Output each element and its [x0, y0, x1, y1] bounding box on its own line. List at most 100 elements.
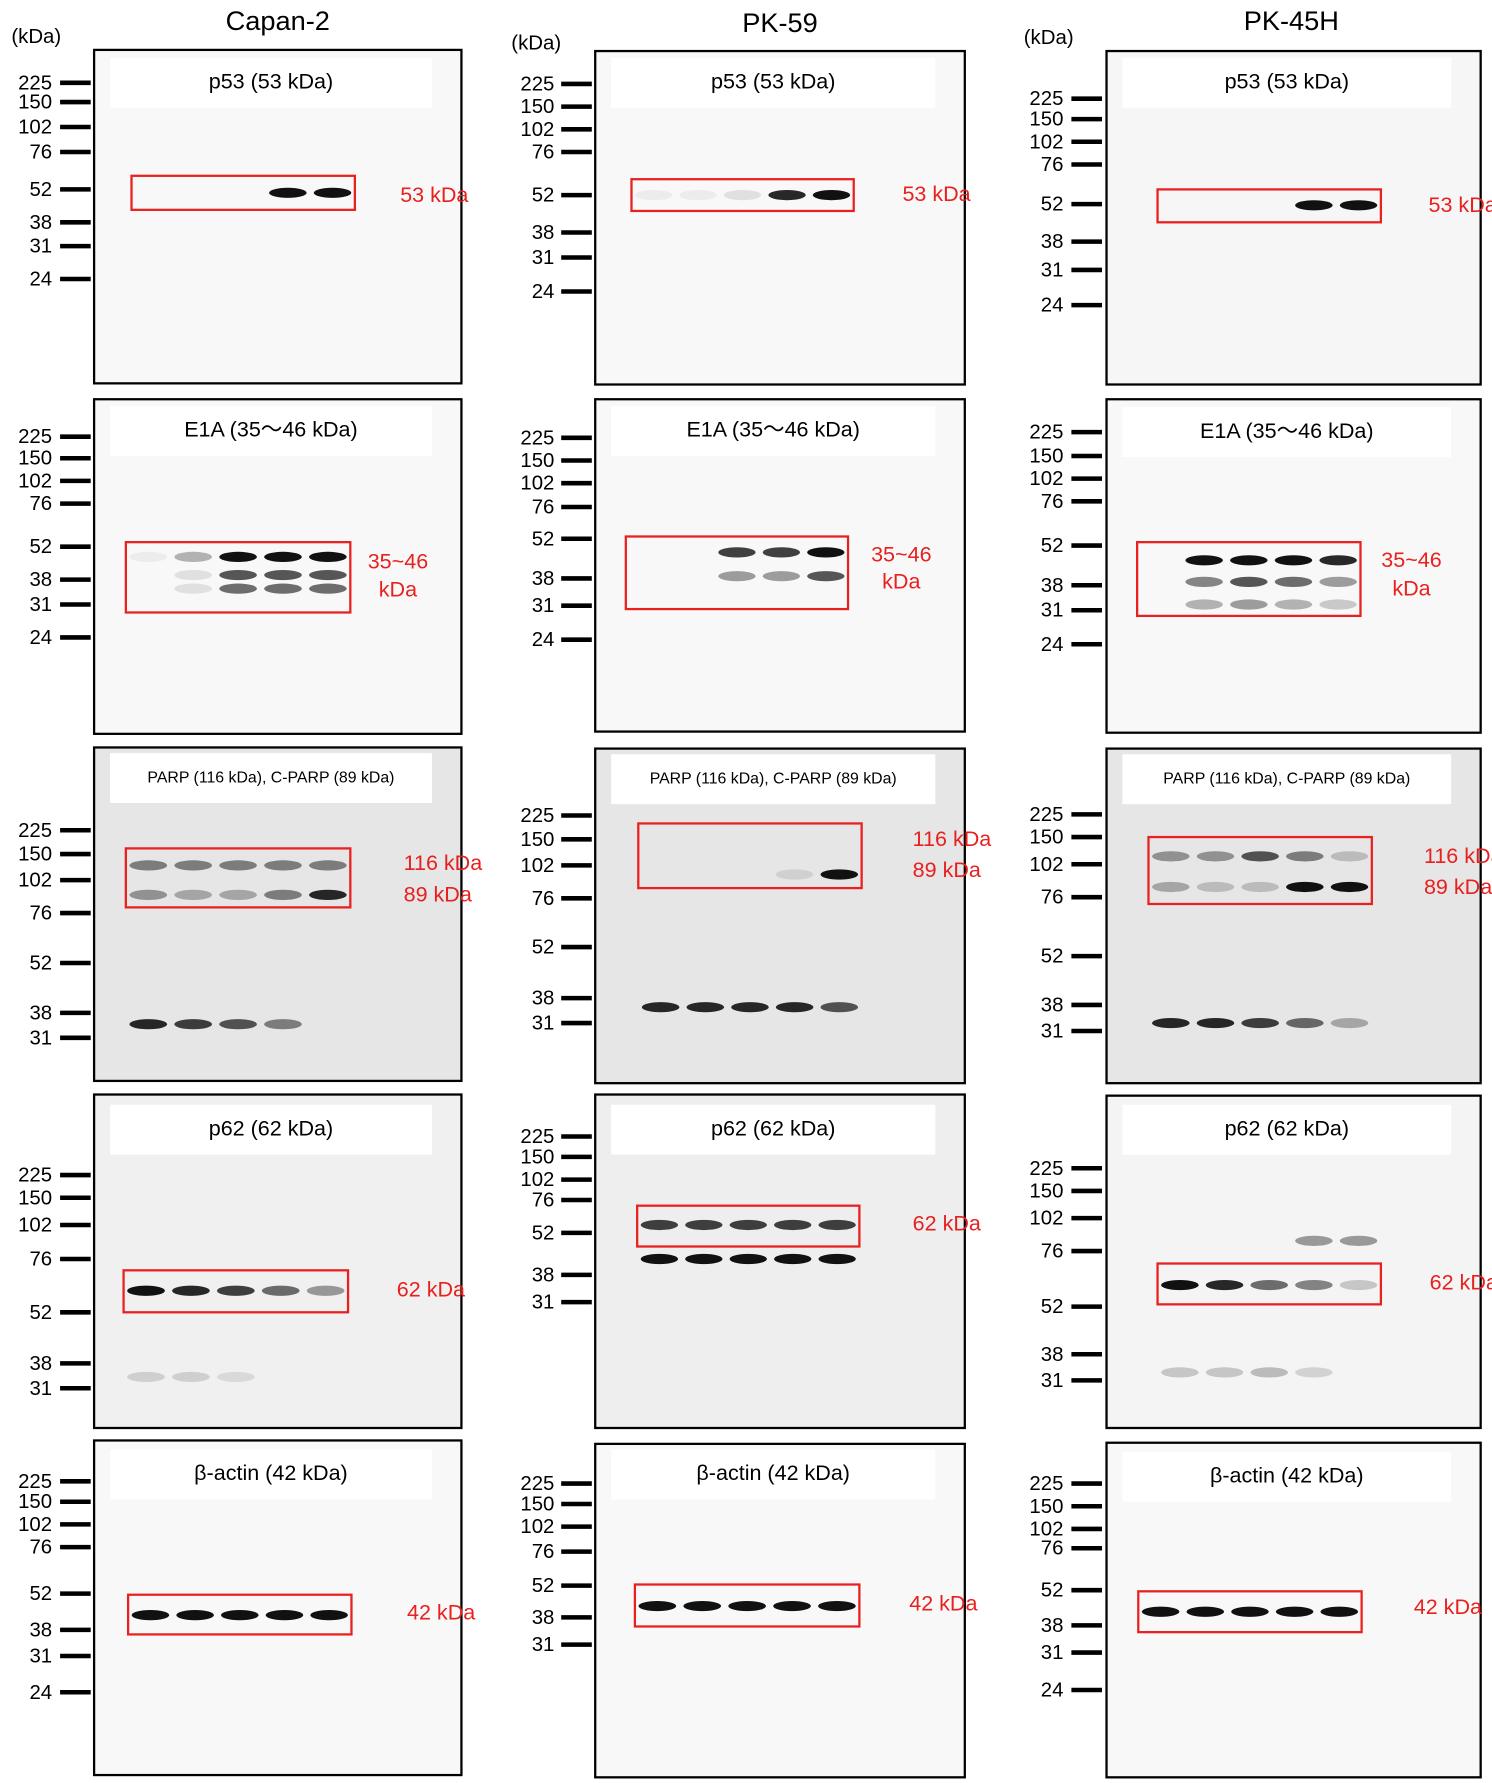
band	[641, 1254, 678, 1264]
annotation: 116 kDa	[913, 827, 992, 851]
band	[219, 1019, 257, 1029]
marker-label: 24	[532, 281, 555, 303]
marker-label: 150	[18, 844, 52, 866]
band	[1142, 1607, 1180, 1617]
band	[685, 1254, 722, 1264]
marker-label: 225	[520, 73, 554, 95]
band	[262, 1286, 300, 1296]
band	[679, 190, 716, 200]
band	[776, 869, 814, 879]
band	[1331, 851, 1369, 861]
band	[217, 1286, 255, 1296]
marker-label: 38	[532, 988, 555, 1010]
blot-panel: E1A (35～46 kDa)225150102765238312435~46k…	[1029, 399, 1480, 732]
band	[768, 190, 805, 200]
panel-title: p62 (62 kDa)	[1225, 1116, 1349, 1140]
band	[264, 1019, 302, 1029]
unit-label: (kDa)	[1024, 27, 1074, 49]
band	[1340, 200, 1378, 210]
marker-label: 38	[29, 1619, 52, 1641]
marker-label: 31	[29, 1645, 52, 1667]
blot-panel: β-actin (42 kDa)225150102765238312442 kD…	[18, 1440, 475, 1775]
band	[1152, 882, 1190, 892]
panel-title: p62 (62 kDa)	[209, 1116, 333, 1140]
band	[219, 584, 257, 594]
marker-label: 31	[29, 594, 52, 616]
band	[642, 1002, 680, 1012]
band	[1250, 1367, 1288, 1377]
marker-label: 102	[520, 855, 554, 877]
band	[309, 860, 347, 870]
band	[176, 1610, 214, 1620]
band	[685, 1220, 722, 1230]
annotation: 42 kDa	[407, 1601, 475, 1625]
band	[1230, 599, 1268, 609]
annotation: 62 kDa	[913, 1212, 981, 1236]
marker-label: 102	[18, 870, 52, 892]
marker-label: 76	[29, 1249, 52, 1271]
annotation: 89 kDa	[404, 883, 472, 907]
marker-label: 225	[18, 1471, 52, 1493]
marker-label: 31	[1041, 1642, 1064, 1664]
band	[1206, 1367, 1244, 1377]
band	[1295, 1367, 1333, 1377]
marker-label: 52	[1041, 1296, 1064, 1318]
marker-label: 225	[1029, 1158, 1063, 1180]
band	[1161, 1280, 1199, 1290]
marker-label: 102	[520, 473, 554, 495]
band	[1276, 1607, 1314, 1617]
marker-label: 225	[520, 1126, 554, 1148]
band	[1275, 599, 1313, 609]
marker-label: 52	[532, 937, 555, 959]
band	[127, 1286, 165, 1296]
annotation: 62 kDa	[1430, 1271, 1492, 1295]
band	[174, 860, 212, 870]
marker-label: 102	[520, 1516, 554, 1538]
band	[724, 190, 761, 200]
marker-label: 31	[29, 1378, 52, 1400]
panel-title: p53 (53 kDa)	[209, 69, 333, 93]
marker-label: 24	[1041, 295, 1064, 317]
band	[174, 552, 212, 562]
band	[1187, 1607, 1225, 1617]
marker-label: 150	[1029, 1496, 1063, 1518]
annotation: 42 kDa	[1414, 1595, 1482, 1619]
band	[635, 190, 672, 200]
band	[129, 552, 167, 562]
band	[1230, 555, 1268, 565]
band	[264, 584, 302, 594]
band	[307, 1286, 345, 1296]
band	[1241, 1018, 1279, 1028]
marker-label: 76	[29, 1537, 52, 1559]
marker-label: 52	[1041, 194, 1064, 216]
panel-title: E1A (35～46 kDa)	[1200, 419, 1374, 443]
marker-label: 52	[29, 179, 52, 201]
panel-title: PARP (116 kDa), C-PARP (89 kDa)	[1163, 770, 1410, 787]
band	[718, 571, 755, 581]
band	[1161, 1367, 1199, 1377]
marker-label: 225	[1029, 1473, 1063, 1495]
band	[219, 570, 257, 580]
band	[264, 890, 302, 900]
band	[221, 1610, 259, 1620]
marker-label: 24	[29, 1682, 52, 1704]
marker-label: 38	[29, 569, 52, 591]
panel-title: β-actin (42 kDa)	[1210, 1463, 1364, 1487]
band	[314, 188, 352, 198]
marker-label: 225	[520, 805, 554, 827]
marker-label: 102	[520, 119, 554, 141]
marker-label: 150	[520, 1146, 554, 1168]
band	[174, 570, 212, 580]
band	[683, 1601, 721, 1611]
marker-label: 150	[1029, 109, 1063, 131]
band	[1286, 882, 1324, 892]
blot-panel: E1A (35～46 kDa)225150102765238312435~46k…	[520, 399, 964, 731]
annotation: 116 kDa	[1424, 844, 1492, 868]
band	[1331, 1018, 1369, 1028]
marker-label: 76	[1041, 491, 1064, 513]
annotation: kDa	[1392, 576, 1430, 600]
marker-label: 31	[532, 1013, 555, 1035]
marker-label: 31	[1041, 1370, 1064, 1392]
band	[172, 1372, 210, 1382]
column-title: PK-45H	[1244, 5, 1339, 36]
